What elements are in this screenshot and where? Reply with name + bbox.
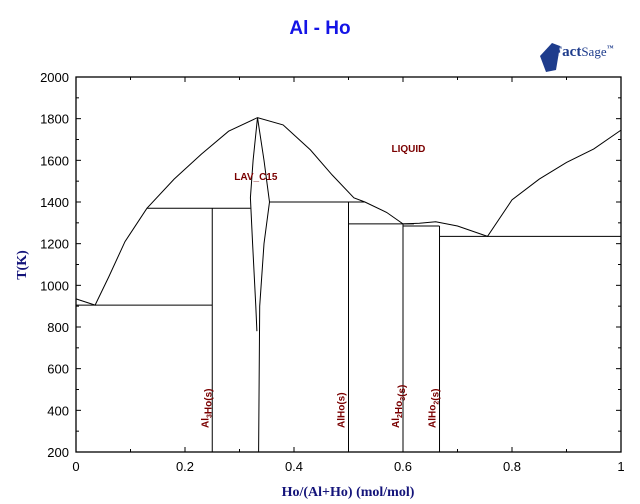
y-tick-label: 800 [47, 320, 69, 335]
phase-boundary-curve [249, 117, 258, 332]
y-tick-label: 1600 [40, 153, 69, 168]
y-tick-label: 600 [47, 362, 69, 377]
x-tick-label: 0.2 [176, 459, 194, 474]
x-tick-label: 0.8 [503, 459, 521, 474]
compound-label: Al3Ho(s) [200, 389, 214, 428]
y-tick-label: 1000 [40, 278, 69, 293]
x-tick-labels: 0 0.2 0.4 0.6 0.8 1 [72, 459, 624, 474]
factsage-logo-icon [540, 43, 560, 72]
y-tick-label: 1200 [40, 237, 69, 252]
y-tick-label: 1400 [40, 195, 69, 210]
compound-label: AlHo(s) [337, 392, 348, 428]
x-tick-label: 0.4 [285, 459, 303, 474]
y-tick-label: 400 [47, 403, 69, 418]
axis-ticks [75, 76, 622, 453]
x-tick-label: 0.6 [394, 459, 412, 474]
x-axis-label: Ho/(Al+Ho) (mol/mol) [282, 485, 415, 500]
y-tick-labels: 200 400 600 800 1000 1200 1400 1600 1800 2000 [40, 70, 69, 460]
y-tick-label: 200 [47, 445, 69, 460]
phase-label: LAV_C15 [234, 172, 278, 183]
compound-label: AlHo2(s) [428, 389, 442, 428]
x-tick-label: 1 [617, 459, 624, 474]
phase-boundary-curve [257, 117, 271, 453]
phase-labels: LIQUID LAV_C15 Al3Ho(s) AlHo(s) Al2Ho3(s) AlH… [200, 144, 441, 428]
chart-title: Al - Ho [289, 18, 351, 39]
phase-label: LIQUID [392, 144, 426, 155]
x-tick-label: 0 [72, 459, 79, 474]
y-tick-label: 1800 [40, 112, 69, 127]
phase-boundaries [75, 117, 622, 453]
y-axis-label: T(K) [15, 250, 30, 280]
compound-label: Al2Ho3(s) [391, 385, 408, 428]
factsage-logo: FactSage™ [553, 44, 614, 60]
y-tick-label: 2000 [40, 70, 69, 85]
